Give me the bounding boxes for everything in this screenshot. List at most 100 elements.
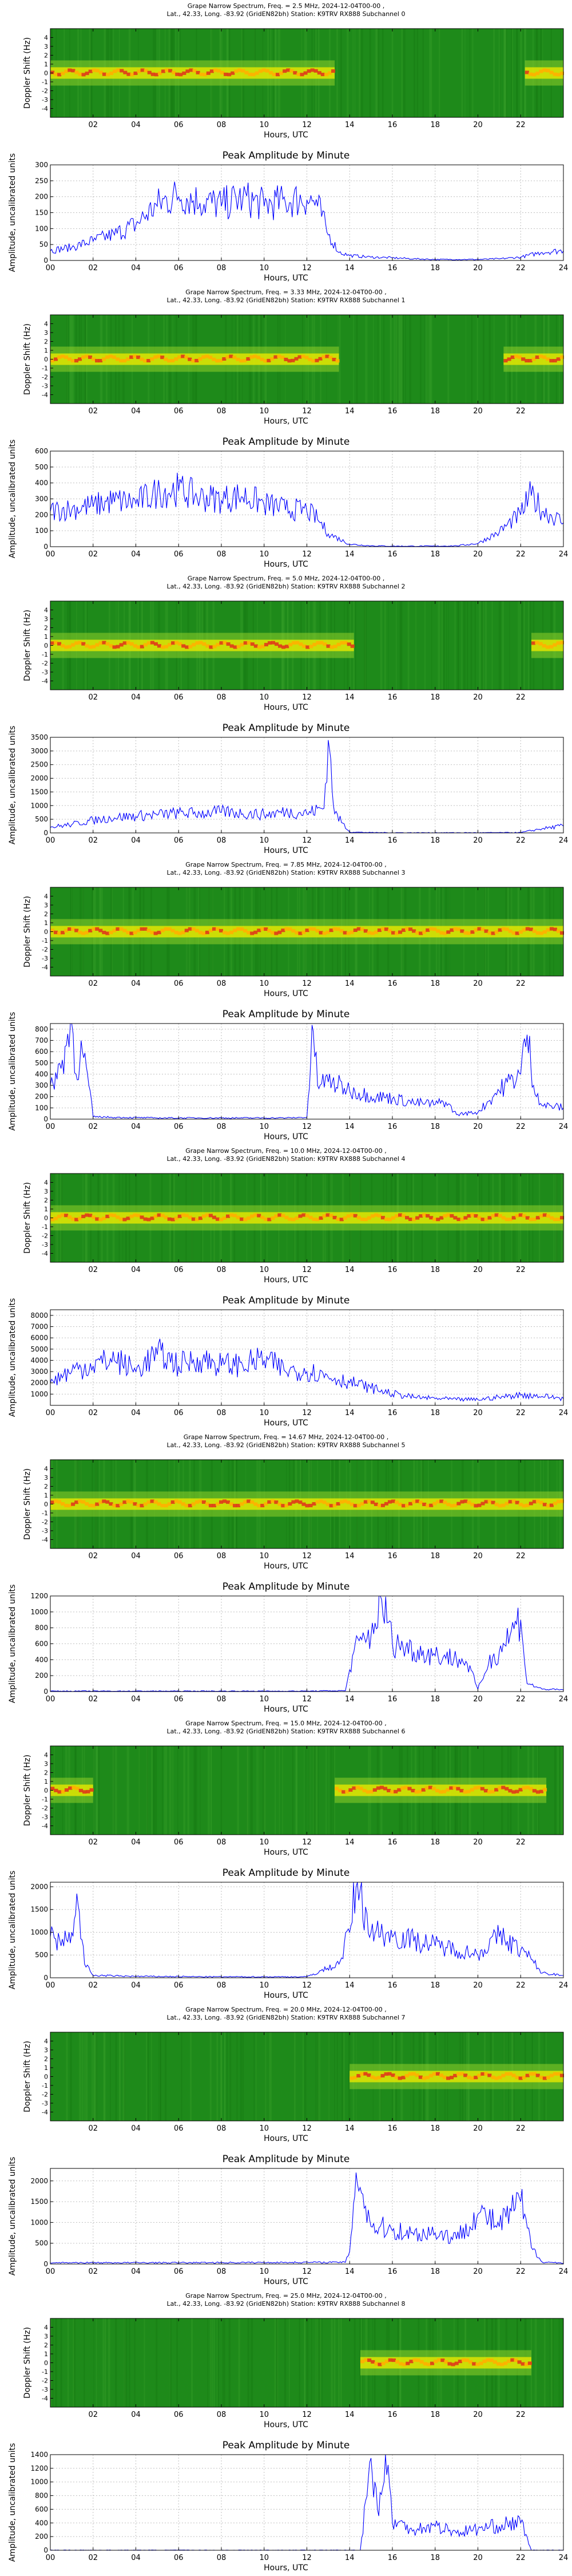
x-tick-label: 08: [217, 836, 227, 845]
amplitude-panel-amp-25.0: Peak Amplitude by Minute 00 02 04 06 08 10 12 14…: [0, 2433, 572, 2576]
x-tick-label: 06: [174, 836, 184, 845]
y-tick-label: 1000: [30, 1390, 48, 1398]
y-tick-label: -4: [42, 2395, 48, 2403]
y-axis-label: Amplitude, uncalibrated units: [8, 440, 17, 559]
x-tick-label: 16: [388, 979, 398, 988]
y-tick-label: -4: [42, 392, 48, 399]
chart-title: Peak Amplitude by Minute: [223, 436, 350, 448]
chart-title: Peak Amplitude by Minute: [223, 1009, 350, 1020]
spectrogram-image: [50, 1746, 563, 1835]
spectrum-title: Grape Narrow Spectrum, Freq. = 15.0 MHz,…: [185, 1720, 387, 1727]
x-tick-label: 14: [345, 121, 355, 129]
y-tick-label: 600: [35, 447, 48, 455]
x-tick-label: 24: [559, 1409, 569, 1417]
spectrogram-image: [50, 2032, 564, 2121]
y-tick-label: 700: [35, 1036, 48, 1044]
y-tick-label: 0: [44, 356, 48, 364]
y-tick-label: 2: [44, 1769, 48, 1777]
y-tick-label: 4: [44, 321, 48, 328]
x-tick-label: 02: [88, 1552, 98, 1560]
y-axis-label: Doppler Shift (Hz): [23, 1755, 32, 1826]
y-tick-label: 3: [44, 2333, 48, 2340]
chart-title: Peak Amplitude by Minute: [223, 1295, 350, 1306]
x-tick-label: 12: [302, 1552, 312, 1560]
y-tick-label: 1500: [30, 1906, 48, 1914]
spectrum-panel-spectrum-5.0: Grape Narrow Spectrum, Freq. = 5.0 MHz, …: [0, 572, 572, 716]
x-tick-label: 00: [46, 1409, 55, 1417]
x-tick-label: 04: [131, 2267, 141, 2276]
chart-svg: Grape Narrow Spectrum, Freq. = 25.0 MHz,…: [23, 2292, 564, 2429]
y-axis-label: Doppler Shift (Hz): [23, 2327, 32, 2399]
spectrum-subtitle: Lat., 42.33, Long. -83.92 (GridEN82bh) S…: [167, 10, 406, 18]
x-tick-label: 04: [131, 407, 141, 416]
x-tick-label: 24: [559, 1981, 569, 1990]
x-tick-label: 10: [259, 264, 269, 272]
amplitude-panel-amp-3.33: Peak Amplitude by Minute 00 02 04 06 08 10 12 14…: [0, 429, 572, 572]
y-tick-label: 200: [35, 1672, 48, 1680]
y-tick-label: 0: [43, 829, 48, 837]
x-tick-label: 16: [388, 2411, 398, 2419]
x-tick-label: 18: [430, 2554, 440, 2562]
x-tick-label: 22: [516, 979, 526, 988]
y-tick-label: 400: [35, 1656, 48, 1664]
y-tick-label: 600: [35, 1640, 48, 1648]
x-tick-label: 24: [559, 1695, 569, 1704]
x-tick-label: 14: [345, 979, 355, 988]
x-tick-label: 06: [174, 550, 184, 559]
x-tick-label: 06: [174, 407, 184, 416]
y-tick-label: 1000: [30, 801, 48, 809]
y-tick-label: 1: [44, 61, 48, 68]
y-tick-label: 1: [44, 1206, 48, 1213]
x-tick-label: 08: [217, 407, 227, 416]
chart-svg: Grape Narrow Spectrum, Freq. = 10.0 MHz,…: [23, 1147, 565, 1285]
spectrum-panel-spectrum-2.5: Grape Narrow Spectrum, Freq. = 2.5 MHz, …: [0, 0, 572, 143]
y-tick-label: 2: [44, 911, 48, 918]
x-tick-label: 14: [345, 1266, 355, 1274]
x-tick-label: 02: [88, 1981, 98, 1990]
x-tick-label: 00: [46, 2554, 55, 2562]
spectrum-panel-spectrum-25.0: Grape Narrow Spectrum, Freq. = 25.0 MHz,…: [0, 2290, 572, 2433]
chart-svg: Grape Narrow Spectrum, Freq. = 20.0 MHz,…: [23, 2006, 564, 2143]
y-tick-label: -4: [42, 678, 48, 685]
amplitude-panel-amp-5.0: Peak Amplitude by Minute 00 02 04 06 08 10 12 14…: [0, 716, 572, 859]
x-tick-label: 06: [174, 121, 184, 129]
y-axis-label: Amplitude, uncalibrated units: [8, 1585, 17, 1704]
x-tick-label: 12: [302, 2411, 312, 2419]
x-tick-label: 16: [388, 2554, 398, 2562]
y-axis-label: Amplitude, uncalibrated units: [8, 1012, 17, 1131]
y-tick-label: 1: [44, 919, 48, 927]
chart-svg: Peak Amplitude by Minute 00 02 04 06 08 10 12 14…: [8, 1295, 569, 1428]
y-axis-label: Doppler Shift (Hz): [23, 37, 32, 109]
x-tick-label: 10: [259, 1552, 269, 1560]
x-tick-label: 22: [516, 2554, 526, 2562]
chart-title: Peak Amplitude by Minute: [223, 2154, 350, 2165]
x-tick-label: 02: [88, 2554, 98, 2562]
y-tick-label: 200: [35, 193, 48, 201]
y-tick-label: 300: [35, 161, 48, 169]
x-tick-label: 06: [174, 2411, 184, 2419]
x-tick-label: 22: [516, 407, 526, 416]
y-tick-label: 1000: [30, 1608, 48, 1616]
x-tick-label: 06: [174, 2267, 184, 2276]
y-tick-label: 0: [43, 1688, 48, 1696]
x-tick-label: 04: [131, 1838, 141, 1847]
x-tick-label: 02: [88, 550, 98, 559]
x-tick-label: 08: [217, 2411, 227, 2419]
x-tick-label: 24: [559, 264, 569, 272]
spectrum-subtitle: Lat., 42.33, Long. -83.92 (GridEN82bh) S…: [167, 1441, 406, 1449]
x-axis-label: Hours, UTC: [264, 846, 308, 855]
x-tick-label: 06: [174, 2124, 184, 2133]
x-tick-label: 02: [88, 1266, 98, 1274]
x-axis-label: Hours, UTC: [264, 560, 308, 569]
y-tick-label: 2: [44, 1483, 48, 1491]
chart-svg: Peak Amplitude by Minute 00 02 04 06 08 10 12 14…: [8, 2154, 568, 2286]
x-tick-label: 10: [259, 121, 269, 129]
x-tick-label: 14: [345, 407, 355, 416]
x-tick-label: 16: [388, 1266, 398, 1274]
x-tick-label: 22: [516, 1409, 526, 1417]
y-tick-label: 400: [35, 2519, 48, 2527]
y-tick-label: -4: [42, 105, 48, 113]
spectrum-panel-spectrum-14.67: Grape Narrow Spectrum, Freq. = 14.67 MHz…: [0, 1431, 572, 1574]
x-tick-label: 06: [174, 1266, 184, 1274]
y-tick-label: -3: [42, 1814, 48, 1821]
